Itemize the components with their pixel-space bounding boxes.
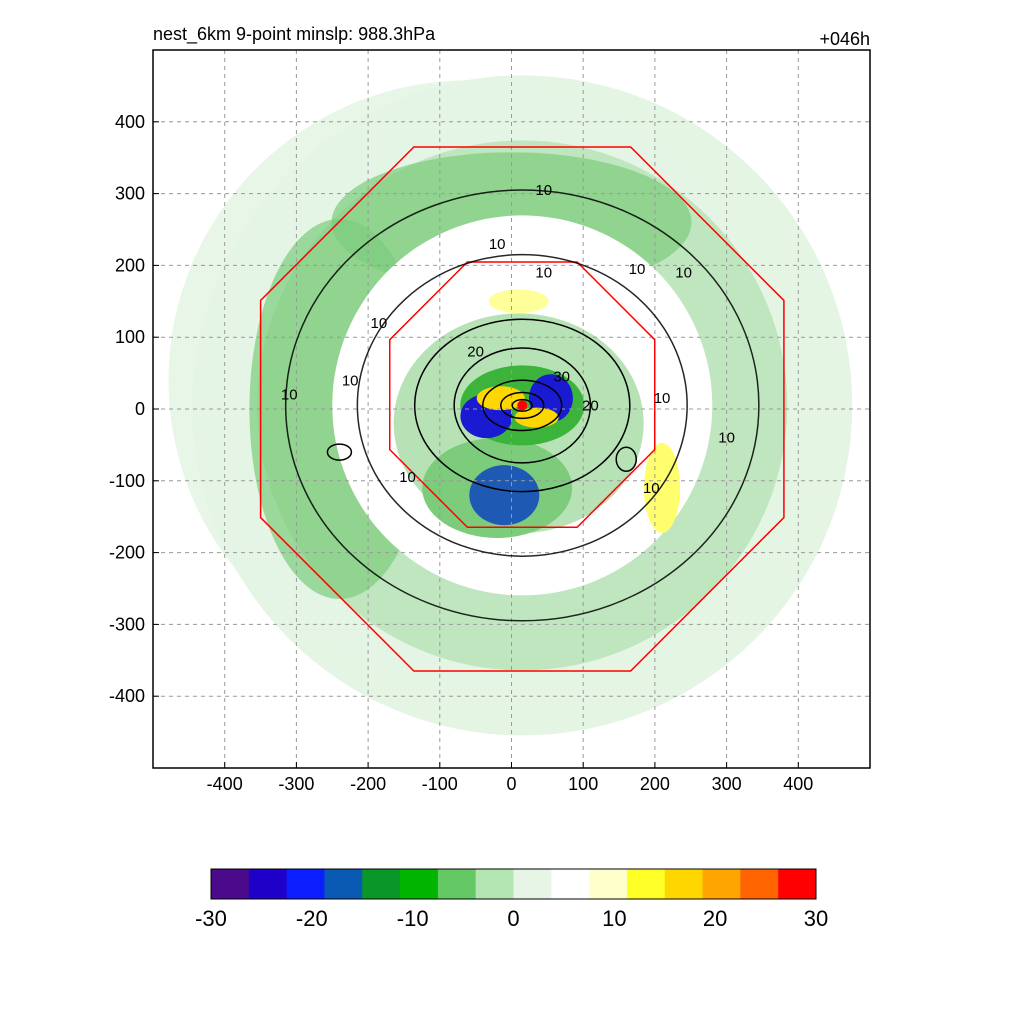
nest-domain-boundaries <box>259 146 785 672</box>
contour-label: 10 <box>399 469 416 486</box>
y-tick-label: 0 <box>135 399 145 419</box>
contour-label: 10 <box>535 265 552 282</box>
contour-label: 10 <box>675 265 692 282</box>
contour-ring <box>356 253 688 557</box>
colorbar-tick-label: 30 <box>804 906 828 931</box>
colorbar-cells <box>211 869 817 899</box>
colorbar: -30 -20 -10 0 10 20 30 <box>195 868 828 931</box>
colorbar-cell <box>589 869 628 899</box>
y-tick-label: -200 <box>109 543 145 563</box>
y-tick-label: -400 <box>109 686 145 706</box>
y-tick-label: 200 <box>115 255 145 275</box>
colorbar-tick-label: -20 <box>296 906 328 931</box>
x-tick-label: 0 <box>506 774 516 794</box>
contour-label: 10 <box>535 182 552 199</box>
colorbar-tick-label: 20 <box>703 906 727 931</box>
yellow-patch-north <box>488 289 549 314</box>
contour-ring <box>284 189 760 622</box>
y-tick-label: -300 <box>109 614 145 634</box>
colorbar-cell <box>551 869 590 899</box>
contour-ring <box>453 347 592 464</box>
colorbar-ticks: -30 -20 -10 0 10 20 30 <box>195 906 828 931</box>
contour-label: 10 <box>281 387 298 404</box>
contour-ring <box>482 379 563 432</box>
x-tick-label: 100 <box>568 774 598 794</box>
contour-label: 10 <box>371 315 388 332</box>
outer-domain-boundary <box>259 146 785 672</box>
colorbar-cell <box>324 869 363 899</box>
y-tick-label: 300 <box>115 184 145 204</box>
colorbar-cell <box>248 869 288 899</box>
contour-label: 10 <box>629 261 646 278</box>
x-tick-label: -300 <box>278 774 314 794</box>
colorbar-tick-label: 10 <box>602 906 626 931</box>
colorbar-cell <box>437 869 477 899</box>
chart-title: nest_6km 9-point minslp: 988.3hPa <box>153 24 436 45</box>
contour-ring <box>499 391 545 420</box>
storm-center-marker <box>517 400 528 411</box>
contour-label: 10 <box>342 372 359 389</box>
contour-label: 10 <box>718 430 735 447</box>
colorbar-cell <box>400 869 439 899</box>
axis-ticks: -400 -300 -200 -100 0 100 200 300 40040030020010… <box>109 112 813 794</box>
colorbar-cell <box>211 869 250 899</box>
x-tick-label: 200 <box>640 774 670 794</box>
contour-ring <box>413 318 631 493</box>
colorbar-cell <box>513 869 552 899</box>
colorbar-cell <box>702 869 741 899</box>
contour-label: 10 <box>489 236 506 253</box>
colorbar-cell <box>286 869 325 899</box>
y-tick-label: -100 <box>109 471 145 491</box>
contour-label: 10 <box>643 480 660 497</box>
contour-ring <box>511 398 534 412</box>
y-tick-label: 400 <box>115 112 145 132</box>
colorbar-tick-label: -10 <box>397 906 429 931</box>
y-tick-label: 100 <box>115 327 145 347</box>
contour-small-loop <box>615 446 637 473</box>
contour-label: 20 <box>582 397 599 414</box>
contour-label: 10 <box>654 390 671 407</box>
contour-label: 20 <box>467 344 484 361</box>
contour-lines <box>284 189 760 622</box>
colorbar-cell <box>475 869 514 899</box>
colorbar-tick-label: -30 <box>195 906 227 931</box>
colorbar-cell <box>626 869 666 899</box>
colorbar-frame <box>210 868 817 900</box>
contour-label: 30 <box>553 369 570 386</box>
x-tick-label: 400 <box>783 774 813 794</box>
south-blue-patch <box>469 465 540 526</box>
x-tick-label: -200 <box>350 774 386 794</box>
colorbar-cell <box>740 869 779 899</box>
yellow-patch-east <box>644 442 681 533</box>
eyewall-yellow-south <box>514 407 559 428</box>
x-tick-label: -100 <box>422 774 458 794</box>
colorbar-cell <box>664 869 704 899</box>
x-tick-label: -400 <box>207 774 243 794</box>
colorbar-tick-label: 0 <box>507 906 519 931</box>
forecast-hour-label: +046h <box>819 29 870 49</box>
colorbar-cell <box>778 869 817 899</box>
x-tick-label: 300 <box>712 774 742 794</box>
contour-small-loop <box>326 443 353 461</box>
contour-labels: 10 10 10 10 10 10 10 10 20 30 20 10 10 10 10 <box>281 182 735 497</box>
colorbar-cell <box>362 869 401 899</box>
inner-domain-boundary <box>389 261 656 529</box>
plot-area: 10 10 10 10 10 10 10 10 20 30 20 10 10 10 10 <box>153 50 870 768</box>
